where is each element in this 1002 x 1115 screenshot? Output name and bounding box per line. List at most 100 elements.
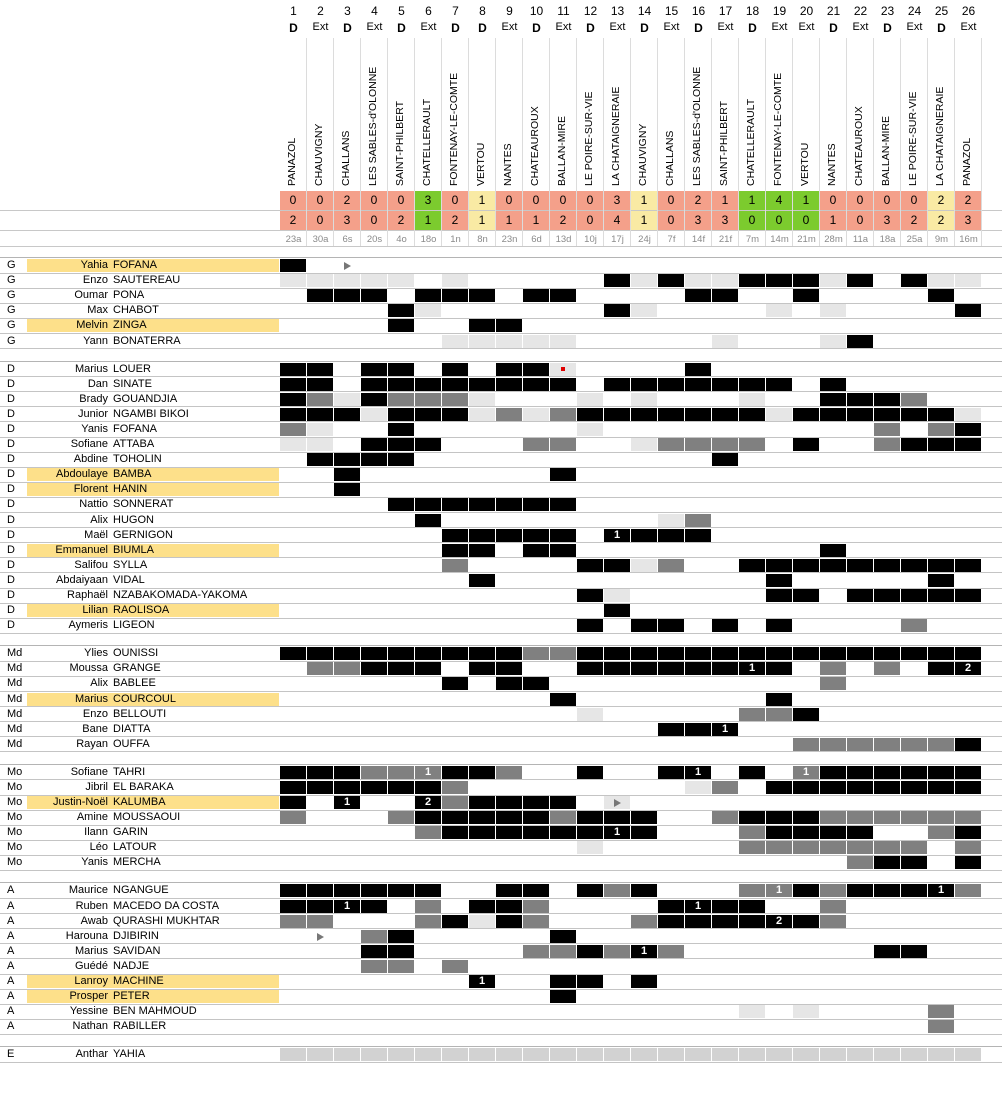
- player-first-name: Aymeris: [68, 619, 108, 632]
- row-line: [0, 943, 1002, 945]
- player-highlight: [27, 259, 279, 273]
- goal-count-badge: 1: [424, 765, 432, 778]
- appearance-cell: [523, 796, 549, 810]
- appearance-cell: [631, 558, 657, 572]
- appearance-cell: [577, 392, 603, 406]
- match-date: 16m: [959, 234, 978, 245]
- appearance-cell: [307, 407, 333, 421]
- match-home-away: Ext: [609, 21, 626, 33]
- row-line: [0, 691, 1002, 692]
- appearance-cell: [928, 884, 954, 898]
- appearance-cell: [631, 274, 657, 288]
- player-position: A: [7, 959, 15, 972]
- appearance-cell: [766, 826, 792, 840]
- appearance-cell: [280, 647, 306, 661]
- score-for: 2: [928, 191, 954, 210]
- row-line: [0, 913, 1002, 915]
- player-last-name: MACHINE: [113, 975, 164, 987]
- appearance-cell: [307, 884, 333, 898]
- header-column-line: [954, 38, 955, 246]
- appearance-cell: [631, 975, 657, 989]
- player-last-name: NGAMBI BIKOI: [113, 407, 189, 420]
- appearance-cell: [388, 274, 414, 288]
- appearance-cell: [442, 498, 468, 512]
- opponent-name: CHAUVIGNY: [313, 123, 325, 186]
- appearance-cell: [658, 438, 684, 452]
- appearance-cell: [928, 589, 954, 603]
- player-first-name: Raphaël: [67, 589, 108, 601]
- appearance-cell: [847, 274, 873, 288]
- appearance-cell: [793, 841, 819, 855]
- appearance-cell: [712, 780, 738, 794]
- row-line: [0, 706, 1002, 708]
- appearance-cell: [280, 884, 306, 898]
- appearance-cell: [739, 1048, 765, 1062]
- header-column-line: [873, 38, 874, 246]
- appearance-cell: [955, 304, 981, 318]
- appearance-cell: [496, 677, 522, 691]
- group-separator: [0, 645, 1002, 647]
- player-first-name: Alix: [90, 677, 108, 690]
- match-date: 9m: [934, 234, 949, 245]
- match-date: 1n: [450, 234, 461, 245]
- appearance-cell: [604, 528, 630, 542]
- appearance-cell: [496, 377, 522, 391]
- appearance-cell: [793, 826, 819, 840]
- player-first-name: Prosper: [69, 990, 108, 1003]
- player-position: D: [7, 407, 15, 420]
- appearance-cell: [685, 289, 711, 303]
- appearance-cell: [334, 1048, 360, 1062]
- player-last-name: GOUANDJIA: [113, 392, 178, 405]
- appearance-cell: [280, 765, 306, 779]
- appearance-cell: [334, 407, 360, 421]
- appearance-cell: [658, 1048, 684, 1062]
- appearance-cell: [388, 1048, 414, 1062]
- match-number: 20: [799, 4, 814, 18]
- goal-count-badge: 1: [721, 722, 729, 735]
- appearance-cell: [577, 841, 603, 855]
- appearance-cell: [820, 407, 846, 421]
- appearance-cell: [874, 662, 900, 676]
- score-for: 1: [712, 191, 738, 210]
- opponent-name: LE POIRE-SUR-VIE: [583, 91, 595, 186]
- row-line: [0, 928, 1002, 930]
- match-number: 8: [479, 4, 486, 18]
- row-line: [0, 751, 1002, 753]
- player-position: D: [7, 377, 15, 390]
- appearance-cell: [847, 558, 873, 572]
- appearance-cell: [550, 1048, 576, 1062]
- score-for: 0: [874, 191, 900, 210]
- player-position: A: [7, 884, 15, 897]
- player-position: D: [7, 619, 15, 632]
- score-against: 1: [523, 211, 549, 230]
- player-position: D: [7, 468, 15, 481]
- appearance-cell: [766, 707, 792, 721]
- appearance-cell: [820, 826, 846, 840]
- score-for: 0: [901, 191, 927, 210]
- appearance-cell: [712, 289, 738, 303]
- appearance-cell: [658, 558, 684, 572]
- player-position: E: [7, 1048, 15, 1061]
- row-line: [0, 898, 1002, 899]
- row-line: [0, 466, 1002, 468]
- appearance-cell: [847, 407, 873, 421]
- match-home-away: D: [478, 21, 487, 35]
- appearance-cell: [469, 407, 495, 421]
- player-position: Md: [7, 662, 23, 675]
- appearance-cell: [361, 289, 387, 303]
- appearance-cell: [685, 438, 711, 452]
- player-position: D: [7, 392, 15, 405]
- appearance-cell: [712, 647, 738, 661]
- match-date: 21m: [797, 234, 816, 245]
- appearance-cell: [847, 765, 873, 779]
- row-line: [0, 557, 1002, 559]
- group-separator: [0, 257, 1002, 258]
- appearance-cell: [658, 513, 684, 527]
- appearance-cell: [523, 289, 549, 303]
- appearance-cell: [820, 884, 846, 898]
- appearance-cell: [361, 407, 387, 421]
- match-home-away: D: [694, 21, 703, 35]
- match-home-away: Ext: [771, 21, 788, 33]
- appearance-cell: [604, 604, 630, 618]
